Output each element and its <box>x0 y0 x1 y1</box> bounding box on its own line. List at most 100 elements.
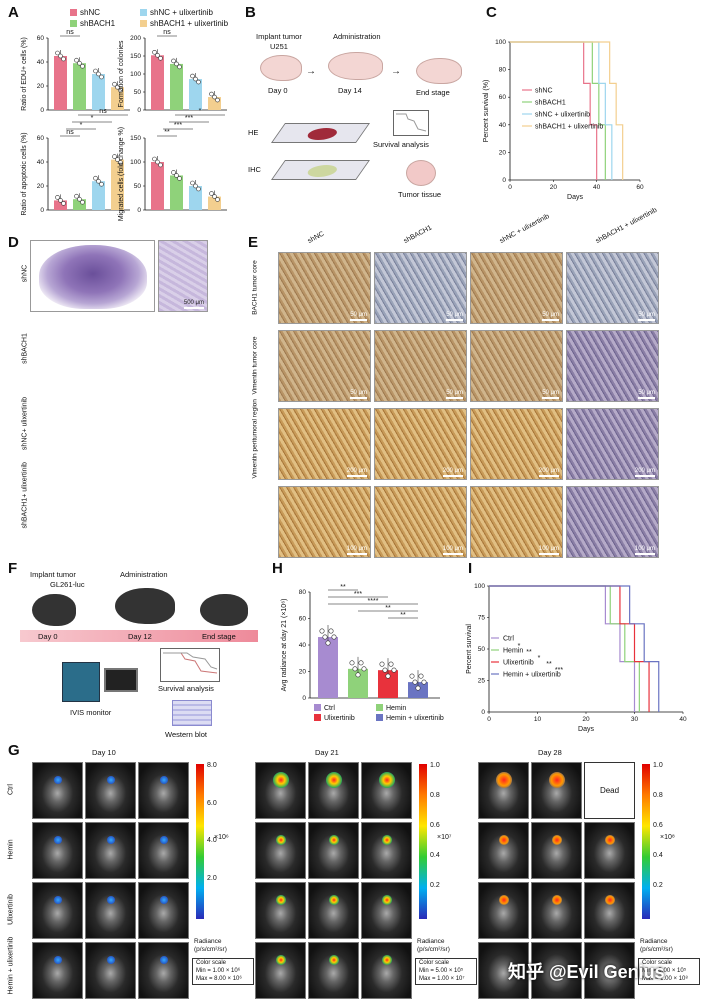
bioluminescence-image <box>85 822 136 879</box>
color-scale-max: Max = 1.00 × 10⁸ <box>642 975 688 982</box>
panel-f-schematic: Implant tumor GL261-luc Administration D… <box>10 568 272 743</box>
data-point <box>152 156 157 162</box>
bioluminescence-image <box>255 882 306 939</box>
y-tick-label: 80 <box>499 67 507 74</box>
survival-line <box>489 585 660 712</box>
color-scale-max: Max = 1.00 × 10⁷ <box>419 975 465 982</box>
mouse-illustration <box>260 55 302 81</box>
colorbar <box>196 764 204 919</box>
bioluminescence-image <box>255 942 306 999</box>
y-axis-label: Avg radiance at day 21 (×10⁶) <box>281 599 288 692</box>
sig-label: ** <box>340 584 346 591</box>
signal-spot <box>328 954 339 965</box>
brain-section <box>39 245 147 309</box>
data-point <box>115 84 120 90</box>
day-title: Day 28 <box>538 748 562 757</box>
scale-bar: 50 μm <box>638 312 655 321</box>
bar <box>170 63 183 110</box>
signal-spot <box>53 955 62 964</box>
signal-spot <box>275 834 286 845</box>
data-point <box>158 55 163 61</box>
data-point <box>331 634 337 640</box>
x-tick-label: 40 <box>679 716 687 723</box>
data-point <box>209 191 214 196</box>
bar <box>92 181 105 210</box>
survival-line <box>510 41 624 180</box>
colorbar-tick: 0.6 <box>653 822 663 829</box>
scale-bar: 50 μm <box>446 390 463 399</box>
legend-swatch <box>376 714 383 721</box>
data-point <box>152 49 157 55</box>
ihc-image: 50 μm <box>566 252 659 324</box>
data-point <box>74 193 79 199</box>
scale-bar: 200 μm <box>539 468 559 477</box>
data-point <box>155 159 160 165</box>
y-tick-label: 100 <box>495 39 506 46</box>
bioluminescence-image <box>255 822 306 879</box>
data-point <box>99 74 104 80</box>
data-point <box>171 170 176 175</box>
y-axis-label: Ratio of EDU+ cells (%) <box>21 37 28 111</box>
y-tick-label: 40 <box>37 59 45 66</box>
bioluminescence-image <box>478 882 529 939</box>
admin-label: Administration <box>333 32 381 41</box>
data-point <box>361 666 367 672</box>
colorbar-tick: 2.0 <box>207 874 217 882</box>
row-label: Ctrl <box>7 784 15 795</box>
x-tick-label: 60 <box>636 184 644 191</box>
colorbar-tick: 0.8 <box>653 792 663 799</box>
y-tick-label: 25 <box>478 678 486 685</box>
admin-label: Administration <box>120 570 168 579</box>
data-point <box>196 79 201 85</box>
panel-label-c: C <box>486 4 497 21</box>
ihc-image: 50 μm <box>566 330 659 402</box>
dead-label: Dead <box>584 762 635 819</box>
radiance-label: Radiance (p/s/cm²/sr) <box>194 938 227 953</box>
ivis-label: IVIS monitor <box>70 708 112 717</box>
y-tick-label: 40 <box>499 122 507 129</box>
y-tick-label: 75 <box>478 615 486 622</box>
x-axis-label: Days <box>567 194 583 201</box>
color-scale-max: Max = 8.00 × 10⁶ <box>196 975 242 982</box>
data-point <box>118 160 123 165</box>
ihc-image: 50 μm <box>374 330 467 402</box>
legend-label: shNC <box>535 88 553 95</box>
row-label: Vimentin peritumoral region <box>251 399 259 479</box>
bioluminescence-image <box>85 882 136 939</box>
colorbar-tick: 1.0 <box>430 762 440 769</box>
bioluminescence-image <box>361 942 412 999</box>
bioluminescence-image <box>85 762 136 819</box>
data-point <box>93 175 98 181</box>
day-title: Day 21 <box>315 748 339 757</box>
sig-label: * <box>91 115 94 122</box>
bioluminescence-image <box>138 882 189 939</box>
mouse-illustration <box>328 52 383 80</box>
ihc-image: 200 μm <box>470 408 563 480</box>
arrow-icon: → <box>391 66 401 77</box>
y-tick-label: 100 <box>130 71 141 78</box>
bioluminescence-image <box>584 882 635 939</box>
color-scale-min: Min = 1.00 × 10⁶ <box>196 967 241 974</box>
y-tick-label: 20 <box>37 83 45 90</box>
panel-label-h: H <box>272 560 283 577</box>
sig-label: ns <box>66 129 74 136</box>
mouse-illustration <box>32 594 76 626</box>
color-scale-title: Color scale <box>196 960 227 966</box>
survival-plot-icon <box>160 648 220 682</box>
row-label: shBACH1 <box>21 333 29 364</box>
mouse-illustration <box>200 594 248 626</box>
legend-label: Ctrl <box>324 705 335 712</box>
legend-item: shBACH1 + ulixertinib <box>140 19 240 28</box>
slide-ihc <box>270 160 371 180</box>
colorbar-tick: 8.0 <box>207 762 217 769</box>
color-scale-min: Min = 5.00 × 10⁵ <box>642 967 687 974</box>
legend-label: Hemin <box>503 648 523 655</box>
data-point <box>80 63 85 69</box>
ihc-image: 100 μm <box>470 486 563 558</box>
data-point <box>412 679 418 685</box>
panel-c-survival: 0 20 40 60 80 100 0 20 40 60 Percent survival (%) D… <box>483 39 644 201</box>
data-point <box>158 162 163 168</box>
ivis-machine-icon <box>62 662 100 702</box>
data-point <box>193 183 198 189</box>
slide-he <box>270 123 371 143</box>
